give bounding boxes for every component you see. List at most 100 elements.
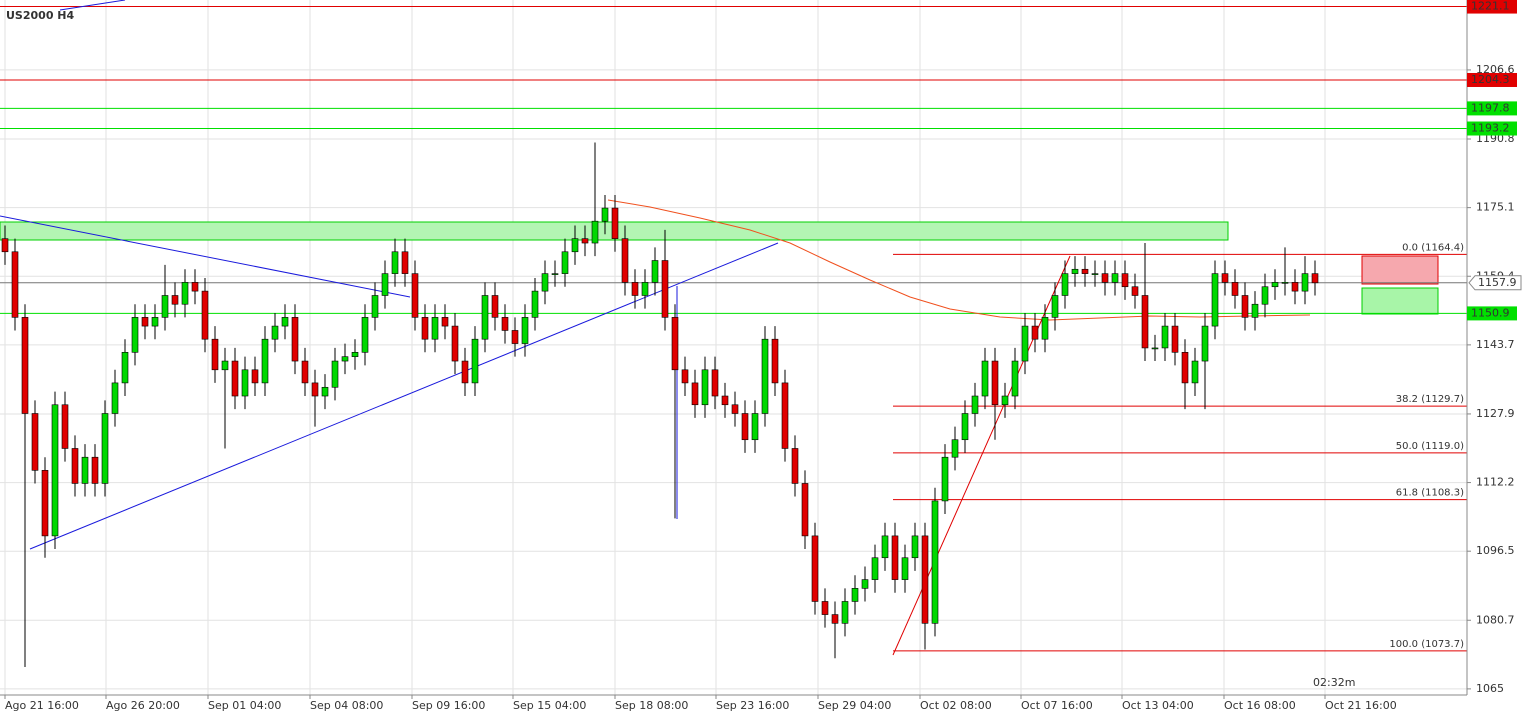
candle-body xyxy=(281,317,289,327)
candle-body xyxy=(341,356,349,362)
candle-body xyxy=(1161,325,1169,349)
level-tag xyxy=(1467,306,1517,321)
candle-body xyxy=(391,251,399,274)
current-price-label: 1157.9 xyxy=(1478,276,1517,289)
sell-zone xyxy=(1361,255,1439,285)
candle-body xyxy=(911,535,919,559)
candle-body xyxy=(231,360,239,397)
candle-body xyxy=(1101,273,1109,283)
candle-body xyxy=(1211,273,1219,327)
candle-body xyxy=(371,295,379,318)
candle-body xyxy=(731,404,739,414)
fib-label: 100.0 (1073.7) xyxy=(1389,639,1464,650)
level-label: 1193.2 xyxy=(1471,122,1510,135)
candle-body xyxy=(261,338,269,384)
candle-body xyxy=(1221,273,1229,283)
fib-label: 61.8 (1108.3) xyxy=(1396,488,1464,499)
candle-body xyxy=(241,369,249,397)
x-tick-label: Oct 02 08:00 xyxy=(920,699,992,712)
candle-body xyxy=(1291,282,1299,292)
candle-body xyxy=(511,330,519,344)
candle-body xyxy=(1261,286,1269,305)
levels xyxy=(0,6,1467,652)
candle-body xyxy=(331,360,339,388)
candle-body xyxy=(161,295,169,318)
candle-body xyxy=(901,557,909,580)
candle-body xyxy=(421,317,429,340)
y-tick-label: 1112.2 xyxy=(1476,476,1515,489)
candle-body xyxy=(481,295,489,340)
candle-body xyxy=(191,282,199,292)
level-label: 1150.9 xyxy=(1471,306,1510,319)
candle-body xyxy=(801,483,809,537)
candle-body xyxy=(881,535,889,559)
x-tick-label: Sep 01 04:00 xyxy=(208,699,281,712)
candle-body xyxy=(301,360,309,384)
candle-body xyxy=(951,439,959,458)
candle-body xyxy=(811,535,819,602)
candle-body xyxy=(1071,268,1079,274)
candle-body xyxy=(1151,347,1159,350)
current-price-tag xyxy=(1468,275,1522,291)
candle-body xyxy=(321,386,329,397)
candle-body xyxy=(1251,303,1259,318)
candle-body xyxy=(31,413,39,471)
candle-body xyxy=(131,317,139,353)
candle-body xyxy=(831,614,839,624)
candle-body xyxy=(961,413,969,441)
timer: 02:32m xyxy=(1313,676,1355,689)
x-tick-label: Oct 16 08:00 xyxy=(1224,699,1296,712)
candle-body xyxy=(501,317,509,331)
candle-body xyxy=(461,360,469,384)
candle-body xyxy=(491,295,499,318)
candle-body xyxy=(1271,282,1279,288)
candle-body xyxy=(1021,325,1029,362)
trendline xyxy=(29,242,779,550)
candle-body xyxy=(551,273,559,275)
candle-body xyxy=(771,338,779,384)
candle-body xyxy=(761,338,769,414)
candle-body xyxy=(1051,295,1059,318)
candle-body xyxy=(381,273,389,296)
candles xyxy=(1,142,1319,668)
level-tag xyxy=(1467,72,1517,87)
candle-body xyxy=(621,238,629,283)
candle-body xyxy=(791,448,799,484)
candle-body xyxy=(81,456,89,484)
candle-body xyxy=(721,395,729,406)
candle-body xyxy=(781,382,789,449)
y-tick-label: 1080.7 xyxy=(1476,613,1515,626)
level-tag xyxy=(1467,0,1517,14)
x-tick-label: Ago 26 20:00 xyxy=(106,699,180,712)
candle-body xyxy=(11,251,19,318)
candle-body xyxy=(821,601,829,615)
candle-body xyxy=(401,251,409,274)
candle-body xyxy=(171,295,179,305)
candle-body xyxy=(471,338,479,384)
candle-body xyxy=(611,207,619,239)
candle-body xyxy=(361,317,369,353)
fib-label: 0.0 (1164.4) xyxy=(1402,242,1464,253)
candle-body xyxy=(41,470,49,537)
candle-body xyxy=(581,238,589,244)
y-tick-label: 1175.1 xyxy=(1476,201,1515,214)
candle-body xyxy=(1241,295,1249,318)
candle-body xyxy=(1111,273,1119,283)
candle-body xyxy=(941,456,949,502)
x-tick-label: Sep 29 04:00 xyxy=(818,699,891,712)
candle-body xyxy=(1301,273,1309,292)
level-tag xyxy=(1467,121,1517,136)
candle-body xyxy=(641,282,649,296)
x-tick-label: Sep 09 16:00 xyxy=(412,699,485,712)
candle-body xyxy=(111,382,119,414)
candle-body xyxy=(591,220,599,244)
candle-body xyxy=(21,317,29,414)
candle-body xyxy=(211,338,219,371)
candle-body xyxy=(681,369,689,384)
candle-body xyxy=(351,352,359,357)
x-tick-label: Sep 15 04:00 xyxy=(513,699,586,712)
candle-body xyxy=(1091,273,1099,275)
candle-body xyxy=(291,317,299,362)
level-label: 1197.8 xyxy=(1471,101,1510,114)
candle-body xyxy=(1311,273,1319,284)
